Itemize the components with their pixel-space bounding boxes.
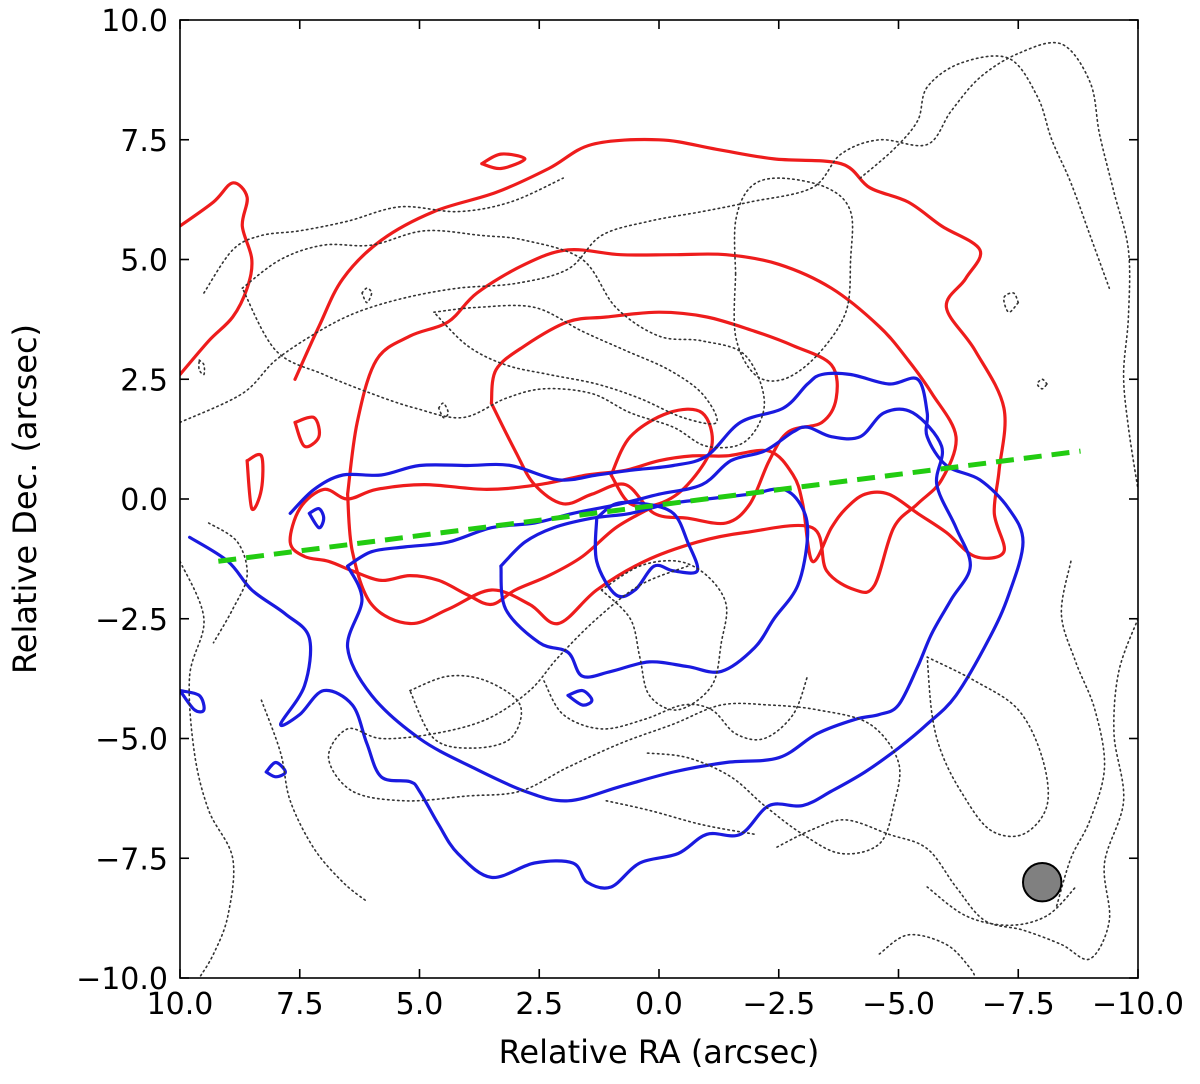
contour-red-1: [288, 137, 1007, 607]
contour-dotted-39: [361, 287, 373, 304]
contour-dotted-19: [241, 229, 766, 449]
contour-layer: [180, 41, 1138, 978]
contour-dotted-36: [437, 402, 449, 419]
y-tick-label: 0.0: [120, 483, 168, 518]
contour-dotted-27: [203, 177, 564, 294]
contour-dotted-31: [260, 699, 368, 903]
contour-dotted-34: [605, 800, 756, 836]
contour-red-2: [346, 248, 958, 626]
x-tick-label: 5.0: [396, 987, 444, 1022]
contour-red-7: [245, 452, 265, 512]
contour-dotted-30: [1055, 560, 1106, 907]
x-tick-label: −2.5: [742, 987, 815, 1022]
contour-dotted-20: [433, 304, 718, 425]
x-tick-label: 7.5: [276, 987, 324, 1022]
contour-blue-11: [593, 500, 700, 599]
beam-ellipse: [1021, 862, 1063, 903]
contour-dotted-25: [409, 674, 523, 749]
contour-dotted-32: [207, 522, 248, 644]
y-axis-label: Relative Dec. (arcsec): [6, 324, 44, 674]
contour-dotted-22: [327, 565, 901, 855]
y-tick-label: −10.0: [76, 962, 168, 997]
contour-dotted-23: [600, 559, 728, 711]
contour-blue-10: [499, 487, 810, 679]
contour-dotted-26: [926, 656, 1050, 838]
contour-dotted-33: [878, 933, 976, 978]
x-tick-label: −10.0: [1092, 987, 1184, 1022]
contour-red-6: [293, 415, 321, 449]
y-tick-label: −2.5: [95, 603, 168, 638]
contour-blue-8: [188, 371, 1025, 890]
contour-blue-13: [264, 760, 287, 779]
contour-dotted-21: [733, 177, 854, 382]
contour-red-5: [480, 152, 527, 171]
x-axis-label: Relative RA (arcsec): [499, 1033, 820, 1071]
x-tick-label: 2.5: [515, 987, 563, 1022]
contour-blue-14: [566, 688, 594, 707]
y-tick-label: 7.5: [120, 124, 168, 159]
y-tick-label: −5.0: [95, 723, 168, 758]
contour-dotted-18: [773, 618, 1138, 961]
contour-dotted-29: [926, 886, 1077, 927]
contour-dotted-28: [859, 55, 1111, 289]
overlay-layer: [218, 448, 1081, 903]
contour-dotted-37: [1002, 292, 1020, 313]
y-tick-label: 10.0: [101, 4, 168, 39]
x-tick-label: −7.5: [982, 987, 1055, 1022]
contour-dotted-24: [543, 675, 809, 741]
y-tick-label: −7.5: [95, 842, 168, 877]
contour-red-0: [180, 181, 254, 377]
contour-dotted-17: [180, 560, 235, 978]
major-axis-dashed-line: [218, 448, 1081, 564]
y-tick-label: 2.5: [120, 363, 168, 398]
tick-layer: 10.0 7.5 5.0 2.5 0.0 −2.5 −5.0 −7.5 −10.010.07.5…: [76, 4, 1184, 1022]
contour-dotted-16: [180, 41, 1138, 491]
contour-blue-15: [307, 506, 326, 530]
contour-dotted-38: [1036, 378, 1048, 390]
x-tick-label: −5.0: [862, 987, 935, 1022]
x-tick-label: 0.0: [635, 987, 683, 1022]
plot-background: [180, 20, 1138, 978]
contour-dotted-35: [198, 359, 206, 376]
y-tick-label: 5.0: [120, 244, 168, 279]
x-tick-label: 10.0: [147, 987, 214, 1022]
